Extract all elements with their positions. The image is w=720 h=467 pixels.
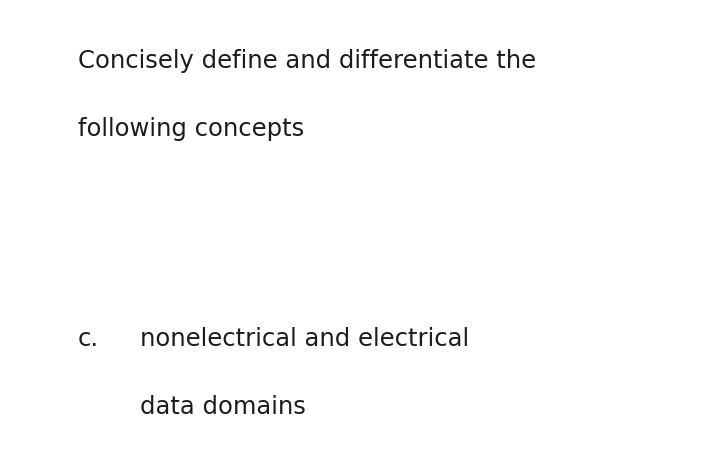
Text: c.: c.	[78, 327, 99, 351]
Text: following concepts: following concepts	[78, 117, 304, 141]
Text: data domains: data domains	[140, 395, 306, 418]
Text: Concisely define and differentiate the: Concisely define and differentiate the	[78, 49, 536, 73]
Text: nonelectrical and electrical: nonelectrical and electrical	[140, 327, 469, 351]
